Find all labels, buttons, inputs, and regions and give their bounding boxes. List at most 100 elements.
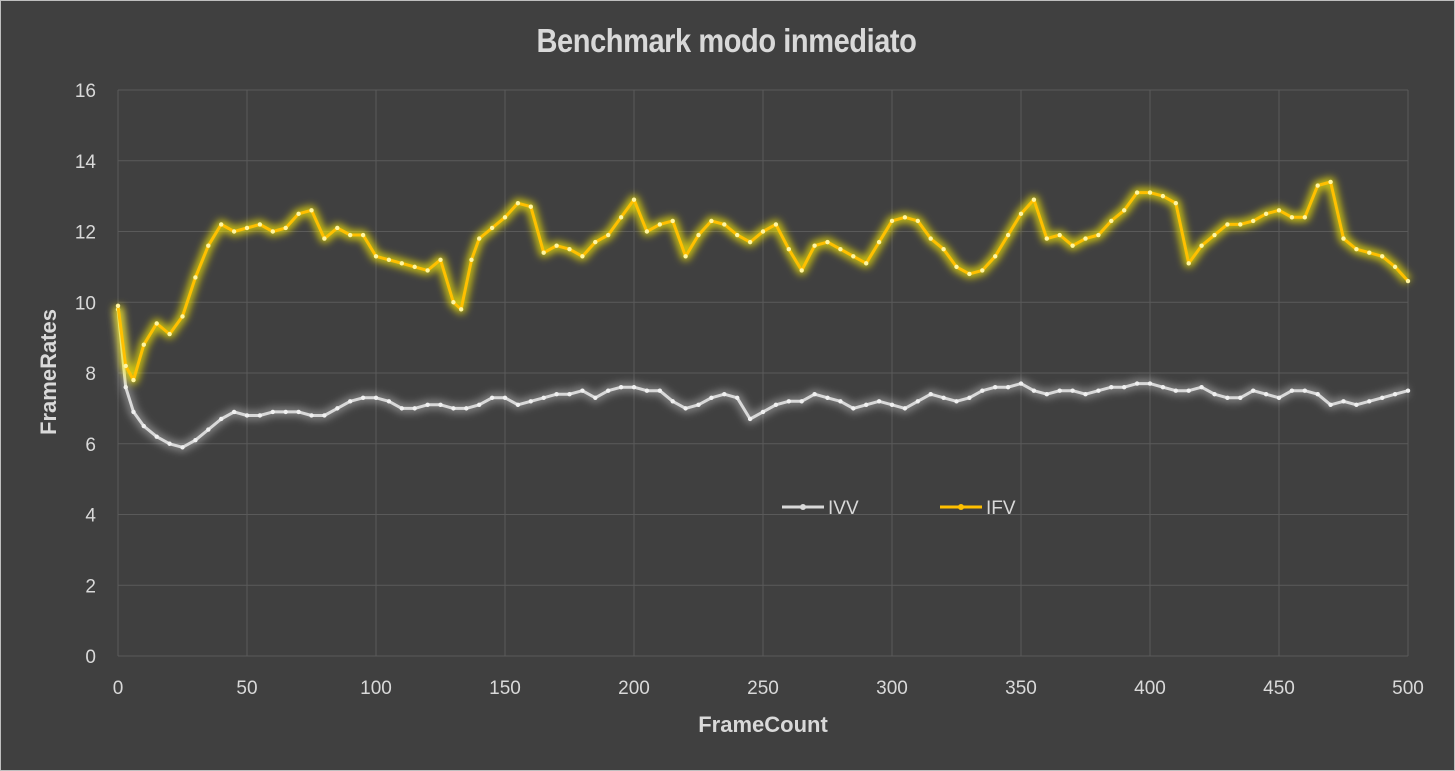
data-point-ifv-42 (631, 197, 637, 202)
x-tick-label-5: 250 (747, 678, 779, 699)
data-point-ifv-29 (469, 257, 474, 262)
data-point-ifv-89 (1238, 222, 1243, 227)
data-point-ifv-47 (696, 232, 701, 238)
data-point-ivv-53 (786, 399, 791, 404)
data-point-ivv-17 (322, 413, 327, 418)
data-point-ifv-18 (335, 225, 340, 231)
data-point-ifv-77 (1083, 236, 1088, 241)
data-point-ifv-78 (1096, 232, 1101, 238)
x-tick-label-9: 450 (1263, 678, 1295, 699)
data-point-ivv-23 (399, 406, 404, 411)
data-point-ivv-89 (1251, 388, 1256, 393)
data-point-ivv-73 (1044, 392, 1050, 397)
data-point-ivv-75 (1070, 388, 1075, 393)
data-point-ivv-50 (747, 416, 753, 422)
data-point-ifv-63 (902, 215, 908, 220)
data-point-ifv-12 (257, 222, 263, 227)
data-point-ivv-19 (348, 399, 353, 404)
data-point-ifv-20 (360, 232, 366, 238)
data-point-ifv-100 (1380, 254, 1385, 259)
data-point-ifv-82 (1147, 190, 1153, 195)
data-point-ifv-32 (502, 215, 508, 220)
data-point-ifv-71 (1005, 232, 1011, 238)
x-axis-title: FrameCount (698, 712, 828, 737)
data-point-ivv-94 (1315, 392, 1320, 397)
data-point-ivv-81 (1147, 381, 1153, 386)
data-point-ivv-12 (257, 413, 263, 418)
chart-title: Benchmark modo inmediato (536, 22, 917, 59)
data-point-ivv-28 (464, 406, 469, 411)
data-point-ivv-78 (1109, 384, 1114, 390)
data-point-ifv-84 (1173, 201, 1179, 206)
grid (117, 89, 1409, 657)
data-point-ivv-90 (1263, 392, 1269, 397)
data-point-ivv-51 (760, 409, 766, 415)
data-point-ivv-77 (1096, 388, 1101, 393)
data-point-ivv-63 (915, 399, 920, 404)
data-point-ivv-35 (554, 392, 559, 397)
data-point-ivv-84 (1186, 388, 1191, 393)
data-point-ifv-56 (812, 243, 817, 248)
data-point-ivv-1 (123, 384, 128, 390)
x-tick-label-8: 400 (1134, 678, 1166, 699)
data-point-ivv-98 (1367, 399, 1372, 404)
data-point-ivv-7 (193, 438, 198, 443)
data-point-ivv-27 (451, 406, 456, 411)
data-point-ifv-16 (309, 208, 314, 213)
data-point-ifv-9 (219, 222, 224, 227)
data-point-ivv-39 (606, 388, 611, 393)
data-point-ivv-44 (670, 399, 675, 404)
data-point-ifv-48 (709, 218, 714, 224)
data-point-ivv-55 (812, 392, 817, 397)
data-point-ivv-96 (1341, 399, 1346, 404)
data-point-ivv-25 (425, 402, 430, 408)
data-point-ifv-53 (773, 222, 779, 227)
data-point-ifv-17 (322, 236, 327, 241)
data-point-ivv-60 (876, 399, 882, 404)
data-point-ifv-2 (131, 377, 136, 383)
data-point-ivv-47 (709, 395, 714, 400)
data-point-ifv-33 (515, 201, 521, 206)
y-tick-label-7: 14 (75, 152, 97, 173)
data-point-ivv-95 (1328, 402, 1333, 408)
data-point-ifv-64 (915, 218, 920, 224)
data-point-ivv-87 (1225, 395, 1230, 400)
data-point-ifv-10 (231, 229, 237, 234)
data-point-ivv-34 (541, 395, 546, 400)
x-tick-labels: 0 50 100 150 200 250 300 350 400 450 500 (113, 678, 1424, 699)
data-point-ifv-69 (980, 268, 985, 273)
data-point-ifv-61 (876, 239, 882, 245)
data-point-ifv-36 (554, 243, 559, 248)
legend-marker-ifv (958, 504, 964, 510)
data-point-ivv-32 (515, 402, 521, 408)
data-point-ivv-65 (941, 395, 946, 400)
data-point-ifv-76 (1070, 243, 1075, 248)
data-point-ivv-8 (206, 427, 211, 432)
data-point-ifv-45 (670, 218, 675, 224)
data-point-ifv-27 (451, 300, 456, 305)
data-point-ivv-20 (360, 395, 366, 400)
data-point-ifv-0 (115, 303, 121, 308)
data-point-ifv-30 (477, 236, 482, 241)
data-point-ifv-15 (296, 211, 301, 217)
data-point-ifv-88 (1225, 222, 1230, 227)
data-point-ivv-74 (1057, 388, 1062, 393)
data-point-ivv-6 (180, 445, 185, 450)
data-point-ivv-38 (593, 395, 598, 400)
data-point-ifv-74 (1044, 236, 1050, 241)
data-point-ivv-54 (799, 399, 804, 404)
data-point-ivv-52 (773, 402, 779, 408)
data-point-ivv-100 (1392, 392, 1398, 397)
legend-marker-ivv (800, 504, 806, 510)
data-point-ivv-80 (1134, 381, 1140, 386)
data-point-ivv-56 (825, 395, 830, 400)
data-point-ivv-76 (1083, 392, 1088, 397)
data-point-ivv-11 (244, 413, 250, 418)
data-point-ifv-11 (244, 225, 250, 231)
y-tick-label-6: 12 (75, 223, 96, 244)
y-tick-label-1: 2 (85, 576, 96, 597)
data-point-ivv-72 (1031, 388, 1037, 393)
data-point-ifv-60 (864, 261, 869, 266)
data-point-ifv-62 (889, 218, 895, 224)
data-point-ifv-93 (1289, 215, 1295, 220)
